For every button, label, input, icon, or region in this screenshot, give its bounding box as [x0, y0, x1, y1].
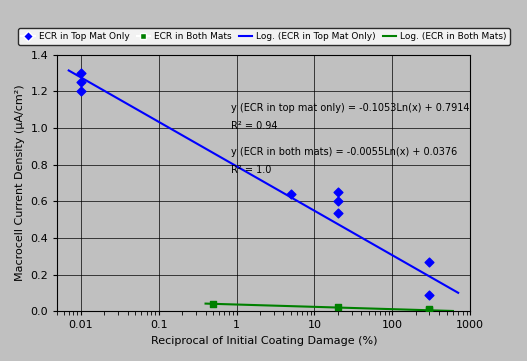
Text: y (ECR in top mat only) = -0.1053Ln(x) + 0.7914: y (ECR in top mat only) = -0.1053Ln(x) +… [231, 103, 469, 113]
Point [334, 304, 342, 310]
Point [425, 306, 434, 312]
Text: R² = 0.94: R² = 0.94 [231, 121, 277, 131]
X-axis label: Reciprocal of Initial Coating Damage (%): Reciprocal of Initial Coating Damage (%) [151, 336, 377, 346]
Point [334, 199, 342, 204]
Point [425, 292, 434, 298]
Text: y (ECR in both mats) = -0.0055Ln(x) + 0.0376: y (ECR in both mats) = -0.0055Ln(x) + 0.… [231, 147, 457, 157]
Point [76, 79, 85, 85]
Text: R² = 1.0: R² = 1.0 [231, 165, 271, 175]
Point [76, 88, 85, 94]
Point [334, 189, 342, 195]
Y-axis label: Macrocell Current Density (μA/cm²): Macrocell Current Density (μA/cm²) [15, 85, 25, 281]
Point [76, 70, 85, 76]
Point [334, 210, 342, 216]
Point [425, 259, 434, 265]
Legend: ECR in Top Mat Only, ECR in Both Mats, Log. (ECR in Top Mat Only), Log. (ECR in : ECR in Top Mat Only, ECR in Both Mats, L… [18, 29, 510, 45]
Point [209, 301, 217, 307]
Point [425, 308, 434, 313]
Point [287, 191, 295, 197]
